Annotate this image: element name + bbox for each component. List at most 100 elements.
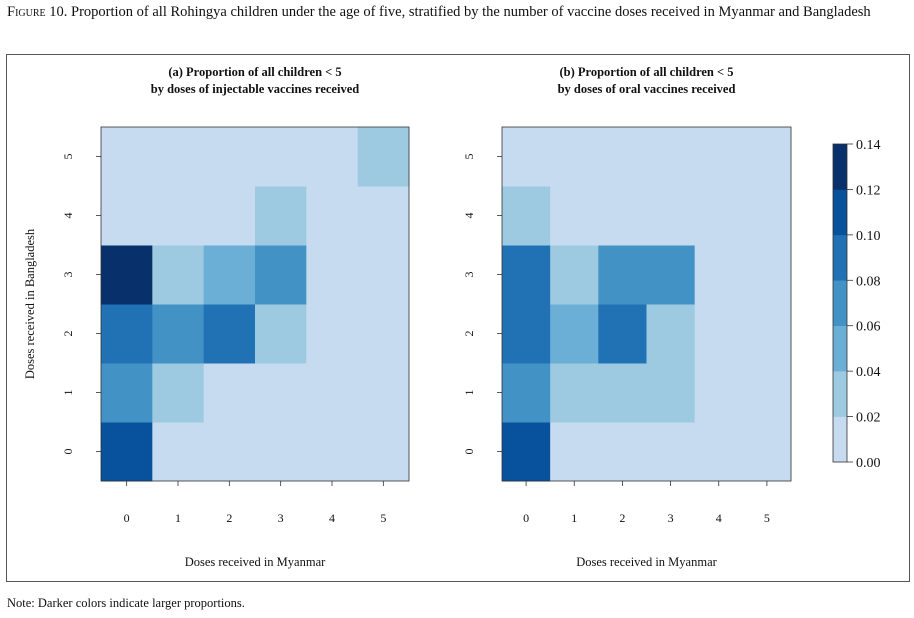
heatmap-cell xyxy=(306,304,359,364)
heatmap-cell xyxy=(646,363,696,423)
heatmap-cell xyxy=(101,363,153,423)
heatmap-cell xyxy=(357,127,410,187)
heatmap-cell xyxy=(694,422,744,482)
heatmap-cell xyxy=(152,304,205,364)
legend-tick-label: 0.08 xyxy=(856,274,881,289)
heatmap-cell xyxy=(550,127,599,187)
heatmap-cell xyxy=(502,363,551,423)
y-tick-label: 4 xyxy=(61,213,75,219)
figure-caption: Figure 10. Proportion of all Rohingya ch… xyxy=(7,2,912,23)
heatmap-cell xyxy=(152,422,205,482)
legend-tick-label: 0.12 xyxy=(856,183,881,198)
heatmap-cell xyxy=(742,245,792,305)
x-tick-label: 2 xyxy=(619,511,625,525)
y-tick-label: 2 xyxy=(61,331,75,337)
legend-tick-label: 0.00 xyxy=(856,456,881,471)
heatmap-cell xyxy=(694,245,744,305)
heatmap-cell xyxy=(203,127,256,187)
heatmap-cell xyxy=(101,422,153,482)
legend-border xyxy=(832,143,848,463)
heatmap-cell xyxy=(694,363,744,423)
heatmap-cell xyxy=(646,245,696,305)
panel-title-line2: by doses of oral vaccines received xyxy=(558,82,736,96)
heatmap-cell xyxy=(742,363,792,423)
plot-border xyxy=(100,126,410,482)
legend-tick-label: 0.10 xyxy=(856,229,881,244)
heatmap-cell xyxy=(598,304,647,364)
heatmap-cell xyxy=(203,422,256,482)
heatmap-cell xyxy=(306,245,359,305)
x-tick-label: 3 xyxy=(278,511,284,525)
legend-swatch xyxy=(833,416,847,463)
heatmap-cell xyxy=(101,186,153,246)
heatmap-cell xyxy=(255,186,307,246)
heatmap-cell xyxy=(255,304,307,364)
legend-tick-label: 0.06 xyxy=(856,320,881,335)
heatmap-cell xyxy=(152,363,205,423)
plot-border xyxy=(501,126,792,482)
x-tick-label: 3 xyxy=(668,511,674,525)
x-tick-label: 0 xyxy=(523,511,529,525)
heatmap-cell xyxy=(502,127,551,187)
heatmap-cell xyxy=(306,422,359,482)
heatmap-cell xyxy=(203,245,256,305)
legend-tick-label: 0.02 xyxy=(856,411,881,426)
y-tick-label: 3 xyxy=(61,272,75,278)
y-tick-label: 0 xyxy=(462,449,476,455)
figure-note: Note: Darker colors indicate larger prop… xyxy=(7,596,245,610)
y-tick-label: 2 xyxy=(462,331,476,337)
legend-tick-label: 0.14 xyxy=(856,138,881,153)
legend-tick-label: 0.04 xyxy=(856,365,881,380)
y-tick-label: 4 xyxy=(462,213,476,219)
heatmap-cell xyxy=(742,304,792,364)
heatmap-cell xyxy=(101,304,153,364)
heatmap-cell xyxy=(694,127,744,187)
heatmap-cell xyxy=(152,186,205,246)
heatmap-cell xyxy=(550,422,599,482)
legend-swatch xyxy=(833,189,847,236)
legend-swatch xyxy=(833,280,847,327)
y-axis-label: Doses received in Bangladesh xyxy=(23,228,37,379)
y-tick-label: 5 xyxy=(61,154,75,160)
legend-swatch xyxy=(833,144,847,190)
x-tick-label: 5 xyxy=(764,511,770,525)
heatmap-cell xyxy=(598,422,647,482)
heatmap-cell xyxy=(203,363,256,423)
heatmap-cell xyxy=(203,186,256,246)
heatmap-cell xyxy=(646,127,696,187)
figure-frame xyxy=(6,54,910,582)
x-axis-label: Doses received in Myanmar xyxy=(185,555,326,569)
panel-title-line1: (b) Proportion of all children < 5 xyxy=(559,65,733,79)
heatmap-cell xyxy=(598,127,647,187)
heatmap-cell xyxy=(598,245,647,305)
y-tick-label: 3 xyxy=(462,272,476,278)
heatmap-cell xyxy=(598,363,647,423)
heatmap-cell xyxy=(742,422,792,482)
caption-text: Proportion of all Rohingya children unde… xyxy=(67,4,871,20)
heatmap-cell xyxy=(255,422,307,482)
heatmap-cell xyxy=(306,363,359,423)
heatmap-cell xyxy=(255,245,307,305)
x-tick-label: 2 xyxy=(226,511,232,525)
legend-swatch xyxy=(833,371,847,417)
panel-title-line1: (a) Proportion of all children < 5 xyxy=(168,65,341,79)
heatmap-cell xyxy=(598,186,647,246)
panel-title-line2: by doses of injectable vaccines received xyxy=(151,82,359,96)
heatmap-cell xyxy=(646,422,696,482)
heatmap-cell xyxy=(550,304,599,364)
heatmap-cell xyxy=(357,363,410,423)
heatmap-cell xyxy=(152,127,205,187)
legend-swatch xyxy=(833,234,847,281)
heatmap-cell xyxy=(694,304,744,364)
heatmap-cell xyxy=(255,363,307,423)
heatmap-cell xyxy=(203,304,256,364)
x-tick-label: 4 xyxy=(329,511,335,525)
heatmap-cell xyxy=(694,186,744,246)
x-tick-label: 5 xyxy=(380,511,386,525)
heatmap-cell xyxy=(502,304,551,364)
heatmap-cell xyxy=(357,245,410,305)
heatmap-cell xyxy=(646,304,696,364)
heatmap-cell xyxy=(550,245,599,305)
heatmap-cell xyxy=(357,304,410,364)
